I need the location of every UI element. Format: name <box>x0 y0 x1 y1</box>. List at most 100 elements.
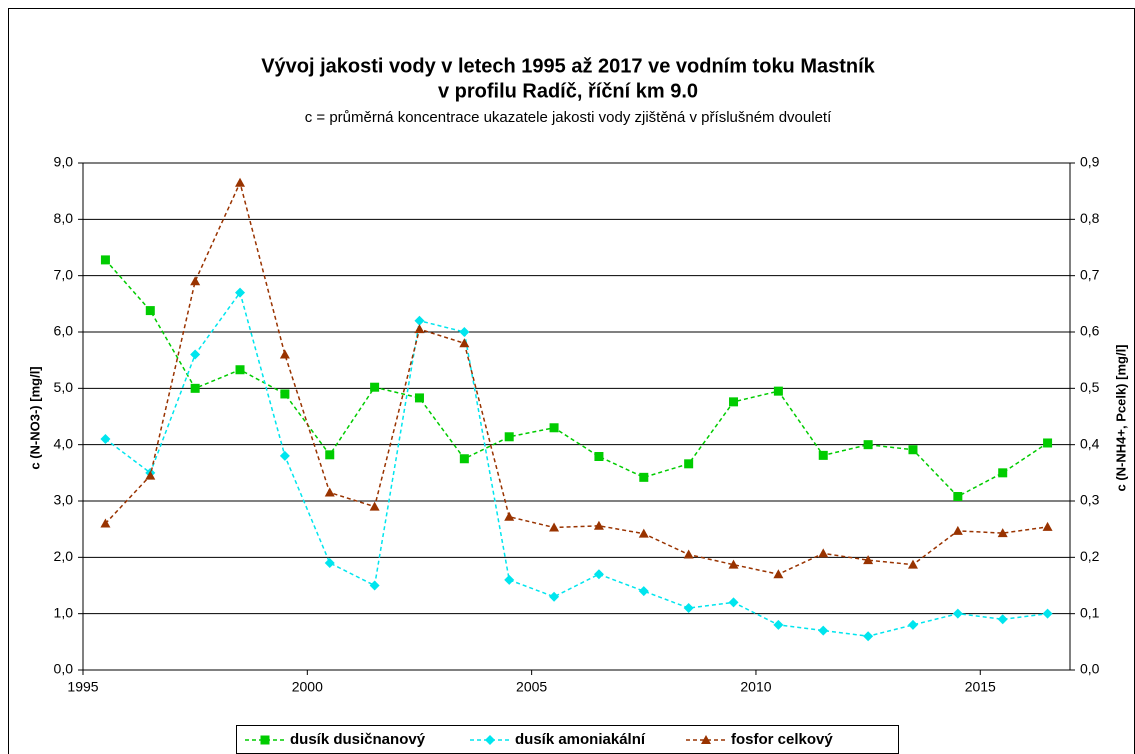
marker <box>953 491 963 501</box>
marker <box>100 255 110 265</box>
x-tick-label: 2005 <box>516 679 547 695</box>
marker <box>907 619 918 630</box>
marker <box>997 528 1008 538</box>
marker <box>190 349 201 360</box>
y2-tick-label: 0,1 <box>1080 604 1100 620</box>
marker <box>504 574 515 585</box>
marker <box>459 327 470 337</box>
marker <box>729 397 739 407</box>
marker <box>370 382 380 392</box>
marker <box>414 324 425 334</box>
marker <box>325 450 335 460</box>
x-tick-label: 1995 <box>67 679 98 695</box>
legend-marker <box>260 735 270 745</box>
y2-tick-label: 0,3 <box>1080 492 1100 508</box>
legend-marker <box>701 735 711 744</box>
y-tick-label: 5,0 <box>54 379 74 395</box>
marker <box>100 434 111 445</box>
marker <box>504 511 515 521</box>
marker <box>145 470 156 480</box>
marker <box>728 597 739 608</box>
marker <box>728 559 739 569</box>
marker <box>235 365 245 375</box>
legend-label: dusík amoniakální <box>515 731 646 748</box>
y-tick-label: 3,0 <box>54 492 74 508</box>
y2-tick-label: 0,6 <box>1080 323 1100 339</box>
y2-tick-label: 0,0 <box>1080 661 1100 677</box>
y-tick-label: 9,0 <box>54 154 74 170</box>
marker <box>997 614 1008 625</box>
marker <box>593 520 604 530</box>
y2-tick-label: 0,2 <box>1080 548 1100 564</box>
marker <box>818 450 828 460</box>
marker <box>459 338 470 348</box>
marker <box>863 555 874 565</box>
x-tick-label: 2010 <box>740 679 771 695</box>
legend-box <box>236 725 899 754</box>
marker <box>414 393 424 403</box>
legend-label: dusík dusičnanový <box>290 731 426 748</box>
x-tick-label: 2000 <box>292 679 323 695</box>
legend-label: fosfor celkový <box>731 731 833 748</box>
marker <box>773 386 783 396</box>
marker <box>235 177 246 187</box>
y2-axis-label: c (N-NH4+, Pcelk) [mg/l] <box>1113 344 1128 491</box>
marker <box>1043 438 1053 448</box>
marker <box>863 631 874 642</box>
marker <box>952 525 963 535</box>
marker <box>459 454 469 464</box>
legend-marker <box>485 735 495 745</box>
marker <box>863 440 873 450</box>
chart-subtitle: c = průměrná koncentrace ukazatele jakos… <box>305 109 832 126</box>
marker <box>818 548 829 558</box>
y-tick-label: 7,0 <box>54 266 74 282</box>
marker <box>683 549 694 559</box>
chart-title: Vývoj jakosti vody v letech 1995 až 2017… <box>261 55 875 77</box>
series-line <box>104 259 1048 498</box>
marker <box>279 349 290 359</box>
marker <box>549 522 560 532</box>
marker <box>998 468 1008 478</box>
marker <box>1042 608 1053 619</box>
marker <box>235 287 246 298</box>
series-line <box>104 290 1048 637</box>
y-tick-label: 0,0 <box>54 661 74 677</box>
marker <box>638 586 649 597</box>
marker <box>100 518 111 528</box>
marker <box>683 603 694 614</box>
marker <box>190 383 200 393</box>
y2-tick-label: 0,4 <box>1080 435 1100 451</box>
marker <box>280 389 290 399</box>
y2-tick-label: 0,9 <box>1080 154 1100 170</box>
y-tick-label: 4,0 <box>54 435 74 451</box>
series-line <box>104 180 1048 576</box>
marker <box>369 580 380 591</box>
marker <box>414 315 425 326</box>
marker <box>594 451 604 461</box>
y-tick-label: 2,0 <box>54 548 74 564</box>
marker <box>190 276 201 286</box>
marker <box>907 559 918 569</box>
marker <box>1042 521 1053 531</box>
x-tick-label: 2015 <box>965 679 996 695</box>
marker <box>593 569 604 580</box>
y-tick-label: 6,0 <box>54 323 74 339</box>
marker <box>684 459 694 469</box>
y-axis-label: c (N-NO3-) [mg/l] <box>27 366 42 469</box>
marker <box>369 501 380 511</box>
marker <box>952 608 963 619</box>
marker <box>279 450 290 461</box>
marker <box>145 306 155 316</box>
marker <box>549 591 560 602</box>
y-tick-label: 8,0 <box>54 210 74 226</box>
y2-tick-label: 0,7 <box>1080 266 1100 282</box>
y-tick-label: 1,0 <box>54 604 74 620</box>
marker <box>324 557 335 568</box>
chart-title-line2: v profilu Radíč, říční km 9.0 <box>438 80 698 102</box>
marker <box>504 432 514 442</box>
marker <box>549 423 559 433</box>
marker <box>638 528 649 538</box>
marker <box>324 487 335 497</box>
y2-tick-label: 0,5 <box>1080 379 1100 395</box>
